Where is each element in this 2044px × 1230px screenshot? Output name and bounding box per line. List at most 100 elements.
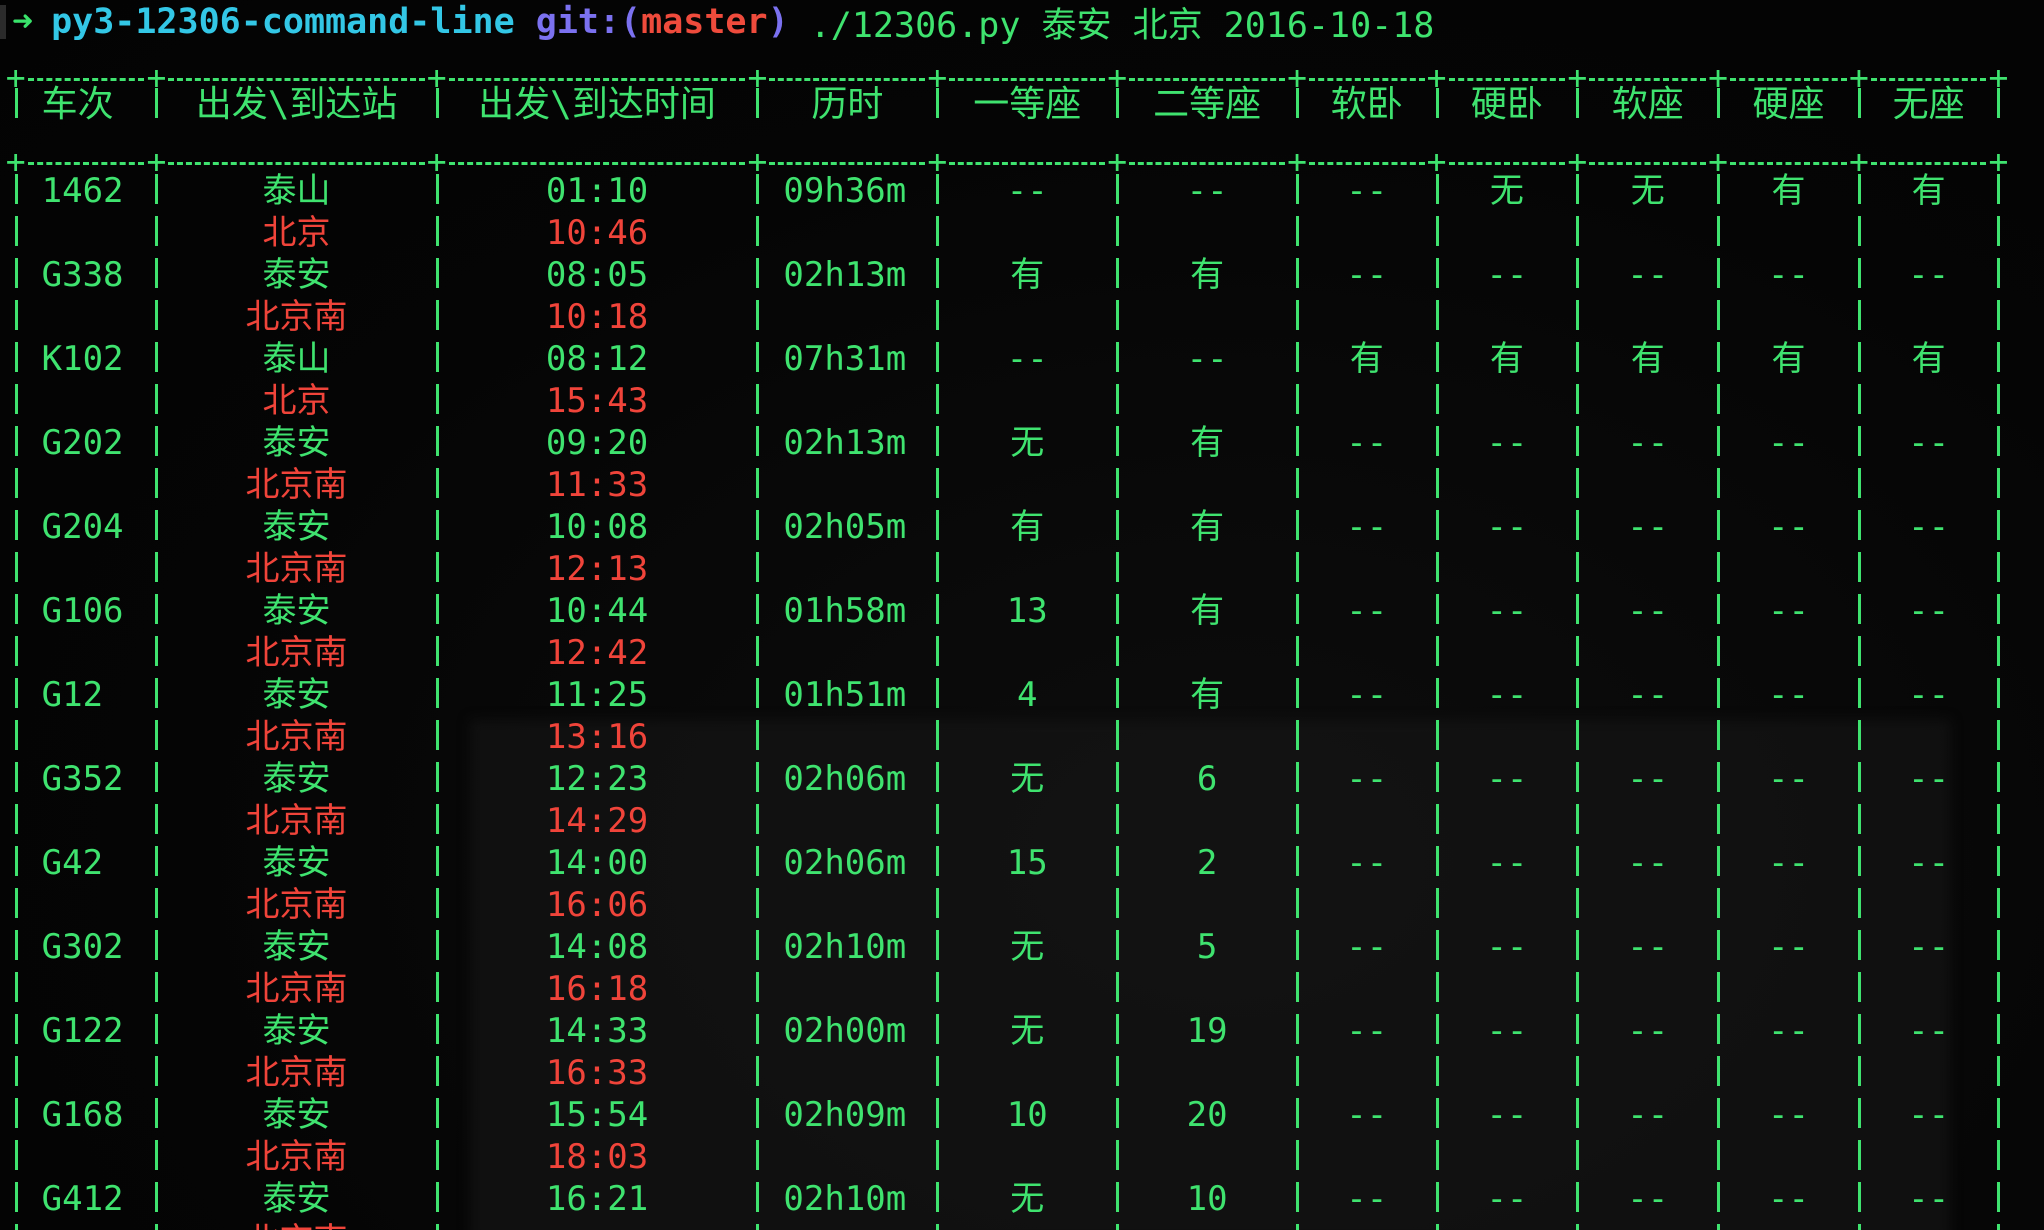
arrival-time: 10:18 <box>545 297 649 337</box>
arrival-time: 12:42 <box>545 633 649 673</box>
prompt-space-2 <box>789 2 810 42</box>
arrival-time: 18:03 <box>545 1137 649 1177</box>
second-class-seat: 有 <box>1190 255 1225 295</box>
table-row-arrival: 北京南 10:18 <box>0 296 2015 338</box>
table-row[interactable]: G42 泰安 14:00 02h06m 15 2 -- -- -- -- -- <box>0 842 2015 884</box>
hard-sleeper: -- <box>1486 591 1528 631</box>
soft-seat: -- <box>1627 1011 1669 1051</box>
column-divider <box>155 174 159 1230</box>
column-divider <box>936 174 940 1230</box>
table-row[interactable]: G122 泰安 14:33 02h00m 无 19 -- -- -- -- -- <box>0 1010 2015 1052</box>
separator-plus: + <box>747 58 768 97</box>
departure-station: 泰安 <box>262 423 331 463</box>
hard-seat: -- <box>1768 507 1809 547</box>
separator-plus: + <box>1848 142 1869 181</box>
no-seat: 有 <box>1911 171 1946 211</box>
hard-sleeper: -- <box>1486 927 1528 967</box>
column-divider <box>1857 88 1861 126</box>
separator-plus: + <box>747 142 768 181</box>
separator-plus: + <box>1426 142 1447 181</box>
separator-dash <box>168 78 425 81</box>
train-number: G338 <box>41 255 124 295</box>
column-divider <box>1435 88 1439 126</box>
column-header: 硬座 <box>1752 84 1825 125</box>
separator-dash <box>1870 78 1987 81</box>
separator-plus: + <box>1708 142 1729 181</box>
departure-time: 15:54 <box>545 1095 649 1135</box>
table-row[interactable]: G302 泰安 14:08 02h10m 无 5 -- -- -- -- -- <box>0 926 2015 968</box>
column-header: 硬卧 <box>1470 84 1543 125</box>
separator-dash <box>769 162 926 165</box>
table-row[interactable]: G12 泰安 11:25 01h51m 4 有 -- -- -- -- -- <box>0 674 2015 716</box>
table-row-arrival: 北京南 16:33 <box>0 1052 2015 1094</box>
table-row[interactable]: 1462 泰山 01:10 09h36m -- -- -- 无 无 有 有 <box>0 170 2015 212</box>
departure-station: 泰安 <box>262 1095 331 1135</box>
column-header: 出发\到达站 <box>195 84 398 125</box>
column-divider <box>1997 88 2001 126</box>
table-row[interactable]: G202 泰安 09:20 02h13m 无 有 -- -- -- -- -- <box>0 422 2015 464</box>
departure-station: 泰安 <box>262 591 331 631</box>
separator-plus: + <box>426 142 447 181</box>
separator-plus: + <box>1107 142 1128 181</box>
separator-plus: + <box>1848 58 1869 97</box>
background-window-ghost <box>470 720 1950 1230</box>
duration: 02h06m <box>783 843 907 883</box>
hard-seat: -- <box>1768 675 1809 715</box>
column-divider <box>1435 174 1439 1230</box>
soft-seat: -- <box>1627 1095 1669 1135</box>
soft-seat: 无 <box>1630 171 1665 211</box>
arrival-station: 北京南 <box>245 1053 348 1093</box>
hard-seat: -- <box>1768 591 1809 631</box>
no-seat: -- <box>1908 1011 1950 1051</box>
separator-dash <box>1589 162 1707 165</box>
separator-plus: + <box>1988 58 2009 97</box>
soft-sleeper: -- <box>1346 675 1388 715</box>
soft-sleeper: -- <box>1346 255 1388 295</box>
departure-time: 10:08 <box>545 507 649 547</box>
separator-plus: + <box>426 58 447 97</box>
table-row[interactable]: G204 泰安 10:08 02h05m 有 有 -- -- -- -- -- <box>0 506 2015 548</box>
duration: 01h51m <box>783 675 907 715</box>
separator-plus: + <box>5 58 26 97</box>
table-row[interactable]: G338 泰安 08:05 02h13m 有 有 -- -- -- -- -- <box>0 254 2015 296</box>
arrival-time: 10:46 <box>545 213 649 253</box>
train-number: G168 <box>41 1095 124 1135</box>
arrival-station: 北京南 <box>245 465 348 505</box>
soft-seat: -- <box>1627 423 1669 463</box>
hard-sleeper: -- <box>1486 1011 1528 1051</box>
departure-time: 11:25 <box>545 675 649 715</box>
train-number: K102 <box>41 339 124 379</box>
arrival-station: 北京南 <box>245 1137 348 1177</box>
arrival-time: 13:16 <box>545 717 649 757</box>
second-class-seat: 5 <box>1196 927 1218 967</box>
first-class-seat: 15 <box>1006 843 1048 883</box>
separator-plus: + <box>1107 58 1128 97</box>
no-seat: -- <box>1908 843 1950 883</box>
table-row[interactable]: G352 泰安 12:23 02h06m 无 6 -- -- -- -- -- <box>0 758 2015 800</box>
table-row[interactable]: G412 泰安 16:21 02h10m 无 10 -- -- -- -- -- <box>0 1178 2015 1220</box>
no-seat: -- <box>1908 675 1950 715</box>
table-row[interactable]: G168 泰安 15:54 02h09m 10 20 -- -- -- -- -- <box>0 1094 2015 1136</box>
hard-sleeper: -- <box>1486 1179 1528 1219</box>
column-divider <box>1717 88 1721 126</box>
first-class-seat: 13 <box>1006 591 1048 631</box>
hard-sleeper: 无 <box>1489 171 1524 211</box>
table-row-arrival: 北京南 18:03 <box>0 1136 2015 1178</box>
table-row-arrival: 北京 10:46 <box>0 212 2015 254</box>
duration: 02h00m <box>783 1011 907 1051</box>
table-row[interactable]: G106 泰安 10:44 01h58m 13 有 -- -- -- -- -- <box>0 590 2015 632</box>
soft-sleeper: 有 <box>1349 339 1384 379</box>
train-number: 1462 <box>41 171 124 211</box>
arrival-time: 16:06 <box>545 885 649 925</box>
soft-sleeper: -- <box>1346 171 1388 211</box>
train-number: G106 <box>41 591 124 631</box>
hard-sleeper: -- <box>1486 675 1528 715</box>
duration: 01h58m <box>783 591 907 631</box>
column-divider <box>1296 174 1300 1230</box>
table-row[interactable]: K102 泰山 08:12 07h31m -- -- 有 有 有 有 有 <box>0 338 2015 380</box>
prompt-directory: py3-12306-command-line <box>51 2 515 42</box>
arrival-time: 16:18 <box>545 969 649 1009</box>
arrival-station: 北京南 <box>245 297 348 337</box>
separator-dash <box>1129 162 1286 165</box>
